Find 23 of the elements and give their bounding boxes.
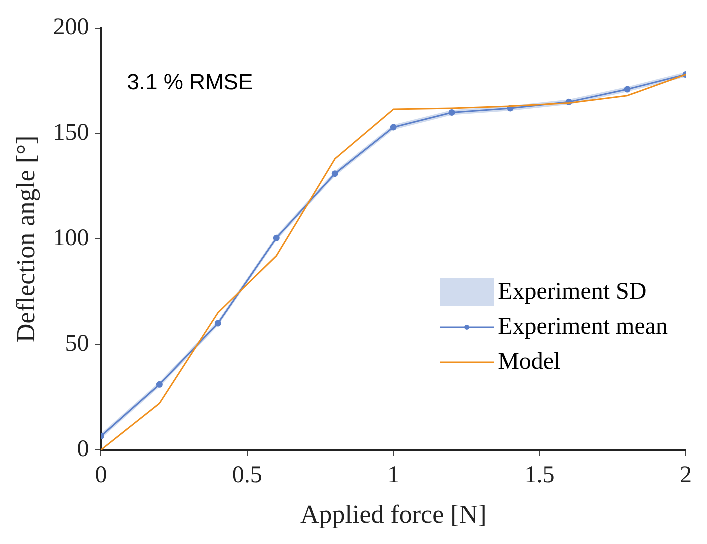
x-tick-label: 1.5	[524, 462, 555, 489]
annotation: 3.1 % RMSE	[127, 69, 254, 94]
point	[156, 381, 163, 388]
point	[448, 109, 456, 116]
x-axis-title: Applied force [N]	[300, 500, 487, 530]
y-tick-label: 100	[53, 225, 90, 252]
x-tick-label: 1	[388, 462, 400, 489]
x-tick-label: 0.5	[232, 462, 262, 489]
legend-label: Experiment SD	[498, 278, 647, 305]
y-tick-label: 150	[53, 120, 90, 146]
y-tick-label: 0	[77, 436, 90, 462]
point	[390, 124, 397, 131]
legend-label: Experiment mean	[498, 314, 668, 340]
y-tick-label: 50	[65, 330, 90, 357]
point	[624, 86, 631, 93]
point	[214, 320, 222, 327]
point	[273, 234, 280, 242]
point	[332, 170, 338, 178]
y-tick-label: 200	[53, 14, 90, 41]
y-axis-title: Deflection angle [°]	[11, 136, 40, 343]
x-tick-label: 0	[95, 462, 108, 489]
legend-label: Model	[498, 348, 562, 375]
x-tick-label: 2	[680, 462, 692, 489]
